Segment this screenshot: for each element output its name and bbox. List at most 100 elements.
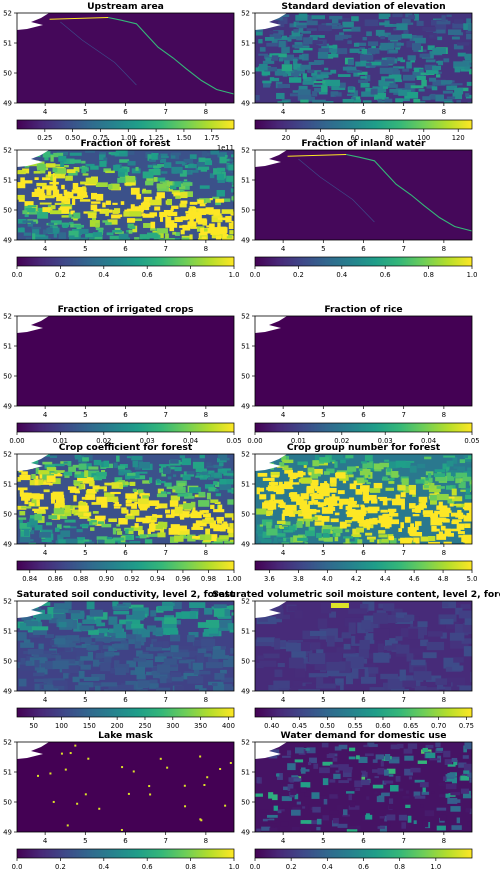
- colorbar-tick-label: 100: [417, 134, 430, 142]
- colorbar-tick-label: 0.86: [48, 575, 63, 583]
- y-tick-label: 51: [3, 481, 12, 489]
- x-tick-label: 7: [163, 245, 167, 253]
- x-tick-label: 6: [361, 549, 366, 557]
- chart-title: Crop coefficient for forest: [59, 442, 193, 453]
- y-tick-label: 50: [241, 799, 250, 807]
- colorbar-tick-label: 1.75: [204, 134, 219, 142]
- y-tick-label: 52: [241, 313, 250, 321]
- colorbar-tick-label: 0.00: [247, 437, 262, 445]
- colorbar-tick-label: 0.65: [403, 722, 418, 730]
- y-tick-label: 50: [241, 511, 250, 519]
- colorbar-tick-label: 0.25: [37, 134, 52, 142]
- x-tick-label: 5: [83, 245, 87, 253]
- colorbar-tick-label: 0.02: [334, 437, 349, 445]
- colorbar-tick-label: 0.0: [12, 863, 23, 871]
- x-tick-label: 4: [281, 549, 286, 557]
- y-tick-label: 49: [3, 403, 12, 411]
- colorbar-tick-label: 1.00: [121, 134, 136, 142]
- y-tick-label: 52: [241, 598, 250, 606]
- colorbar-tick-label: 0.90: [99, 575, 114, 583]
- y-tick-label: 51: [241, 177, 250, 185]
- colorbar-tick-label: 0.05: [226, 437, 241, 445]
- y-tick-label: 50: [241, 373, 250, 381]
- colorbar-tick-label: 300: [166, 722, 179, 730]
- colorbar-tick-label: 0.8: [185, 863, 196, 871]
- chart-panel: Crop group number for forest 52 51 50 49 4 5 6 7…: [241, 442, 477, 583]
- y-tick-label: 52: [241, 451, 250, 459]
- x-tick-label: 7: [401, 696, 405, 704]
- colorbar-tick-label: 120: [452, 134, 465, 142]
- colorbar-tick-label: 1.0: [229, 271, 240, 279]
- x-tick-label: 7: [401, 837, 405, 845]
- y-tick-label: 51: [3, 40, 12, 48]
- y-tick-label: 51: [241, 628, 250, 636]
- colorbar-tick-label: 0.0: [12, 271, 23, 279]
- x-tick-label: 7: [401, 245, 405, 253]
- heatmap: [17, 742, 234, 832]
- x-tick-label: 6: [361, 411, 366, 419]
- colorbar: [16, 119, 235, 130]
- colorbar-tick-label: 0.6: [142, 271, 153, 279]
- heatmap: [17, 13, 235, 103]
- chart-panel: Water demand for domestic use 52 51 50 49 4 5 6…: [241, 730, 473, 871]
- colorbar: [254, 560, 473, 571]
- y-tick-label: 51: [241, 769, 250, 777]
- chart-panel: Fraction of rice 52 51 50 49 4 5 6 7 8 0.00 0.01 0.0…: [241, 304, 479, 445]
- y-tick-label: 52: [3, 313, 12, 321]
- chart-title: Standard deviation of elevation: [281, 1, 445, 12]
- y-tick-label: 50: [241, 70, 250, 78]
- y-tick-label: 49: [241, 403, 250, 411]
- x-tick-label: 4: [43, 549, 48, 557]
- colorbar-tick-label: 4.8: [438, 575, 449, 583]
- colorbar-tick-label: 400: [222, 722, 235, 730]
- y-tick-label: 50: [3, 207, 12, 215]
- colorbar-tick-label: 3.8: [293, 575, 304, 583]
- x-tick-label: 8: [204, 837, 208, 845]
- x-tick-label: 8: [204, 696, 208, 704]
- y-tick-label: 52: [3, 739, 12, 747]
- colorbar-tick-label: 1.25: [149, 134, 164, 142]
- x-tick-label: 4: [281, 108, 286, 116]
- x-tick-label: 8: [442, 108, 446, 116]
- colorbar-tick-label: 0.4: [98, 271, 109, 279]
- y-tick-label: 50: [3, 799, 12, 807]
- colorbar-tick-label: 4.4: [380, 575, 391, 583]
- colorbar-tick-label: 4.2: [351, 575, 362, 583]
- y-tick-label: 50: [3, 658, 12, 666]
- y-tick-label: 49: [241, 100, 250, 108]
- colorbar: [254, 256, 473, 267]
- x-tick-label: 5: [321, 837, 325, 845]
- colorbar-tick-label: 3.6: [264, 575, 275, 583]
- colorbar-tick-label: 1.0: [430, 863, 441, 871]
- chart-title: Water demand for domestic use: [281, 730, 447, 741]
- heatmap: [255, 150, 473, 240]
- colorbar-tick-label: 0.0: [250, 863, 261, 871]
- colorbar-tick-label: 0.55: [348, 722, 363, 730]
- x-tick-label: 4: [43, 411, 48, 419]
- y-tick-label: 51: [241, 481, 250, 489]
- colorbar-offset-label: 1e11: [217, 144, 234, 152]
- colorbar-tick-label: 0.2: [55, 271, 66, 279]
- y-tick-label: 51: [241, 343, 250, 351]
- colorbar-tick-label: 200: [111, 722, 124, 730]
- x-tick-label: 6: [123, 245, 128, 253]
- heatmap: [255, 601, 472, 691]
- colorbar-tick-label: 0.8: [394, 863, 405, 871]
- x-tick-label: 7: [163, 837, 167, 845]
- x-tick-label: 4: [281, 245, 286, 253]
- colorbar-tick-label: 350: [194, 722, 207, 730]
- y-tick-label: 52: [3, 598, 12, 606]
- chart-panel: Crop coefficient for forest 52 51 50 49 4 5 6 7 8…: [3, 442, 241, 583]
- colorbar-tick-label: 250: [138, 722, 151, 730]
- chart-panel: Saturated soil conductivity, level 2, fo…: [3, 589, 235, 730]
- chart-title: Lake mask: [98, 730, 154, 741]
- colorbar: [16, 560, 235, 571]
- chart-title: Fraction of forest: [81, 138, 172, 149]
- y-tick-label: 50: [3, 373, 12, 381]
- colorbar-tick-label: 50: [29, 722, 38, 730]
- colorbar-tick-label: 0.03: [140, 437, 155, 445]
- colorbar-tick-label: 1.00: [226, 575, 241, 583]
- colorbar-tick-label: 5.0: [467, 575, 478, 583]
- colorbar-tick-label: 0.6: [358, 863, 369, 871]
- heatmap: [17, 454, 234, 544]
